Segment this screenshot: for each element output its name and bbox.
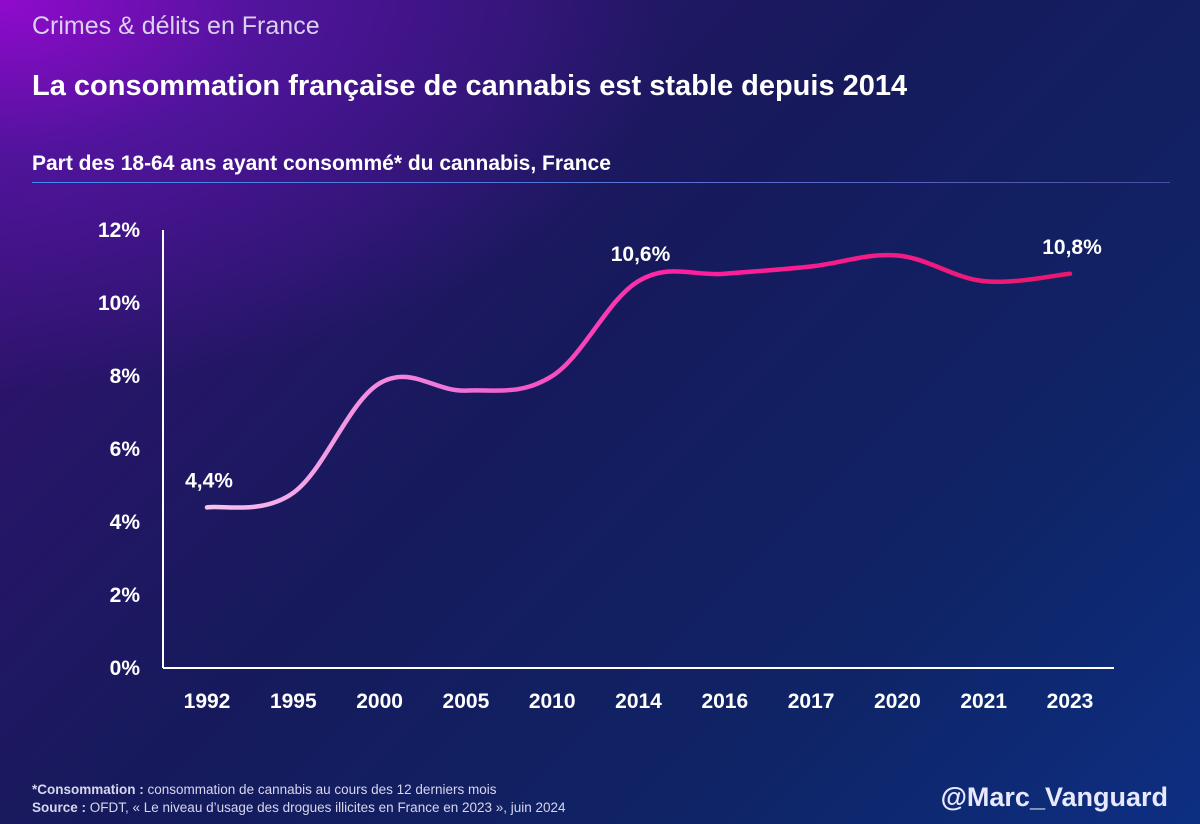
x-tick-label: 2005: [443, 690, 490, 713]
x-tick-label: 2010: [529, 690, 576, 713]
author-handle: @Marc_Vanguard: [940, 782, 1168, 812]
y-tick-label: 8%: [110, 365, 141, 388]
x-tick-label: 2017: [788, 690, 835, 713]
x-axis-ticks: 1992 1995 2000 2005 2010 2014 2016 2017 2020 2021…: [184, 690, 1094, 713]
data-label: 4,4%: [185, 469, 233, 492]
x-tick-label: 2016: [701, 690, 748, 713]
y-tick-label: 10%: [98, 292, 140, 315]
chart-title: La consommation française de cannabis es…: [32, 70, 908, 102]
x-tick-label: 2000: [356, 690, 403, 713]
source-label: Source :: [32, 800, 87, 815]
x-tick-label: 2014: [615, 690, 662, 713]
x-tick-label: 1995: [270, 690, 317, 713]
source-text: OFDT, « Le niveau d’usage des drogues il…: [86, 800, 566, 815]
y-tick-label: 2%: [110, 584, 141, 607]
y-tick-label: 6%: [110, 438, 141, 461]
x-tick-label: 2021: [960, 690, 1007, 713]
y-tick-label: 12%: [98, 219, 140, 242]
footnote-text: consommation de cannabis au cours des 12…: [143, 782, 497, 797]
x-tick-label: 2020: [874, 690, 921, 713]
y-axis-ticks: 0% 2% 4% 6% 8% 10% 12%: [98, 219, 140, 680]
data-label: 10,8%: [1042, 236, 1102, 259]
x-tick-label: 2023: [1047, 690, 1094, 713]
y-tick-label: 4%: [110, 511, 141, 534]
footnote: *Consommation : consommation de cannabis…: [32, 781, 566, 817]
data-label: 10,6%: [611, 243, 671, 266]
series-line: [204, 252, 1073, 510]
y-tick-label: 0%: [110, 657, 141, 680]
kicker-label: Crimes & délits en France: [32, 12, 320, 40]
chart-subtitle: Part des 18-64 ans ayant consommé* du ca…: [32, 152, 611, 175]
data-labels: 4,4% 10,6% 10,8%: [185, 236, 1102, 493]
x-tick-label: 1992: [184, 690, 231, 713]
footnote-label: *Consommation :: [32, 782, 144, 797]
subtitle-divider: [32, 182, 1170, 183]
